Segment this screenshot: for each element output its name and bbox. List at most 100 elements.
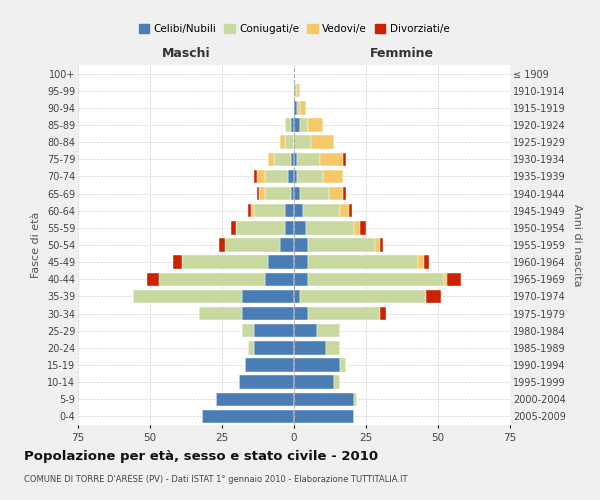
Bar bbox=[254, 204, 286, 218]
Bar bbox=[308, 118, 323, 132]
Bar bbox=[308, 272, 444, 286]
Bar bbox=[268, 152, 274, 166]
Bar bbox=[297, 84, 300, 98]
Bar bbox=[280, 136, 286, 149]
Bar bbox=[300, 118, 308, 132]
Bar bbox=[294, 238, 308, 252]
Bar bbox=[265, 272, 294, 286]
Bar bbox=[182, 256, 268, 269]
Bar bbox=[349, 204, 352, 218]
Bar bbox=[251, 204, 254, 218]
Bar bbox=[216, 392, 294, 406]
Bar bbox=[133, 290, 242, 303]
Bar bbox=[294, 410, 355, 423]
Bar bbox=[254, 341, 294, 354]
Text: COMUNE DI TORRE D'ARESE (PV) - Dati ISTAT 1° gennaio 2010 - Elaborazione TUTTITA: COMUNE DI TORRE D'ARESE (PV) - Dati ISTA… bbox=[24, 475, 407, 484]
Bar bbox=[374, 238, 380, 252]
Bar bbox=[294, 152, 297, 166]
Bar bbox=[286, 221, 294, 234]
Bar bbox=[300, 290, 427, 303]
Bar bbox=[254, 170, 257, 183]
Bar bbox=[300, 187, 329, 200]
Bar bbox=[294, 307, 308, 320]
Bar bbox=[259, 187, 265, 200]
Bar bbox=[294, 376, 334, 389]
Bar bbox=[245, 358, 294, 372]
Bar bbox=[265, 187, 291, 200]
Bar bbox=[297, 170, 323, 183]
Bar bbox=[225, 238, 280, 252]
Bar bbox=[230, 221, 236, 234]
Bar bbox=[202, 410, 294, 423]
Bar bbox=[274, 152, 291, 166]
Bar bbox=[418, 256, 424, 269]
Bar bbox=[329, 187, 343, 200]
Bar bbox=[294, 256, 308, 269]
Bar bbox=[340, 358, 346, 372]
Bar bbox=[334, 376, 340, 389]
Bar bbox=[265, 170, 288, 183]
Bar bbox=[360, 221, 366, 234]
Bar bbox=[236, 221, 286, 234]
Y-axis label: Anni di nascita: Anni di nascita bbox=[572, 204, 583, 286]
Bar bbox=[294, 204, 302, 218]
Bar bbox=[248, 204, 251, 218]
Bar bbox=[294, 290, 300, 303]
Bar bbox=[294, 221, 305, 234]
Bar bbox=[254, 324, 294, 338]
Bar bbox=[320, 152, 343, 166]
Bar bbox=[302, 204, 340, 218]
Bar bbox=[257, 170, 265, 183]
Bar bbox=[294, 136, 311, 149]
Bar bbox=[294, 170, 297, 183]
Bar bbox=[305, 221, 355, 234]
Bar bbox=[294, 118, 300, 132]
Bar bbox=[242, 307, 294, 320]
Bar bbox=[286, 136, 294, 149]
Bar bbox=[286, 204, 294, 218]
Bar bbox=[308, 307, 380, 320]
Bar bbox=[219, 238, 225, 252]
Bar bbox=[288, 170, 294, 183]
Bar bbox=[294, 101, 297, 114]
Y-axis label: Fasce di età: Fasce di età bbox=[31, 212, 41, 278]
Bar bbox=[317, 324, 340, 338]
Bar bbox=[300, 101, 305, 114]
Bar bbox=[199, 307, 242, 320]
Bar bbox=[343, 187, 346, 200]
Bar bbox=[340, 204, 349, 218]
Bar bbox=[147, 272, 158, 286]
Bar bbox=[173, 256, 182, 269]
Bar bbox=[294, 187, 300, 200]
Bar bbox=[343, 152, 346, 166]
Bar bbox=[297, 101, 300, 114]
Bar bbox=[239, 376, 294, 389]
Bar bbox=[291, 152, 294, 166]
Bar bbox=[294, 392, 355, 406]
Bar bbox=[294, 358, 340, 372]
Bar bbox=[291, 118, 294, 132]
Bar bbox=[380, 307, 386, 320]
Bar bbox=[427, 290, 441, 303]
Bar bbox=[323, 170, 343, 183]
Legend: Celibi/Nubili, Coniugati/e, Vedovi/e, Divorziati/e: Celibi/Nubili, Coniugati/e, Vedovi/e, Di… bbox=[134, 20, 454, 38]
Bar bbox=[286, 118, 291, 132]
Bar bbox=[248, 341, 254, 354]
Text: Femmine: Femmine bbox=[370, 47, 434, 60]
Bar bbox=[294, 324, 317, 338]
Text: Popolazione per età, sesso e stato civile - 2010: Popolazione per età, sesso e stato civil… bbox=[24, 450, 378, 463]
Bar bbox=[424, 256, 430, 269]
Bar bbox=[297, 152, 320, 166]
Bar bbox=[242, 324, 254, 338]
Bar bbox=[308, 238, 374, 252]
Bar bbox=[291, 187, 294, 200]
Bar bbox=[326, 341, 340, 354]
Bar bbox=[380, 238, 383, 252]
Bar bbox=[280, 238, 294, 252]
Bar bbox=[446, 272, 461, 286]
Bar bbox=[308, 256, 418, 269]
Bar bbox=[268, 256, 294, 269]
Bar bbox=[355, 221, 360, 234]
Bar bbox=[242, 290, 294, 303]
Bar bbox=[294, 341, 326, 354]
